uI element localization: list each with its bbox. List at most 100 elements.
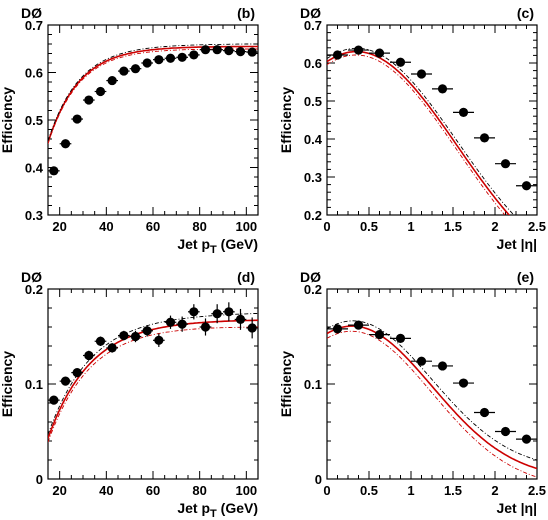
data-point: [474, 407, 495, 418]
data-marker: [142, 326, 152, 336]
data-point: [71, 368, 83, 378]
data-point: [348, 320, 369, 330]
data-marker: [95, 336, 106, 346]
x-tick-label: 40: [99, 483, 113, 498]
plot-frame: [326, 288, 538, 480]
panel-1: 0.2 0.3 0.4 0.5 0.6 0.7 0 0.5 1 1.5 2 2.5 DØ (c) Effic…: [278, 5, 546, 252]
x-tick-label: 1: [407, 483, 414, 498]
data-point: [411, 356, 432, 366]
y-tick-label: 0.7: [25, 18, 43, 33]
data-marker: [479, 407, 490, 418]
data-point: [223, 302, 235, 322]
y-tick-label: 0.4: [304, 132, 323, 147]
fit-curve: [48, 319, 258, 439]
x-tick-label: 60: [146, 219, 160, 234]
data-point: [153, 55, 165, 65]
x-axis-title: Jet pT (GeV): [177, 236, 258, 256]
data-point: [94, 336, 107, 346]
data-marker: [353, 320, 364, 330]
data-point: [369, 330, 390, 340]
data-point: [129, 330, 142, 343]
data-point: [223, 46, 235, 56]
data-point: [495, 426, 516, 437]
data-marker: [142, 58, 152, 68]
x-tick-label: 60: [146, 483, 160, 498]
x-tick-label: 2.5: [528, 483, 546, 498]
data-marker: [521, 181, 532, 191]
panel-0: 0.3 0.4 0.5 0.6 0.7 20 40 60 80 100 DØ (b) Efficienc…: [0, 5, 259, 256]
data-point: [516, 181, 537, 191]
data-marker: [224, 46, 234, 56]
data-point: [453, 107, 474, 117]
x-tick-label: 40: [99, 219, 113, 234]
data-point: [94, 86, 107, 97]
x-tick-label: 2.5: [528, 219, 546, 234]
data-marker: [107, 343, 117, 353]
data-point: [48, 166, 60, 176]
x-tick-label: 100: [235, 219, 257, 234]
x-tick-label: 0: [323, 483, 330, 498]
data-marker: [72, 368, 82, 378]
data-point: [106, 75, 118, 86]
data-marker: [49, 166, 59, 176]
data-marker: [212, 45, 222, 55]
data-marker: [177, 319, 187, 329]
data-point: [211, 45, 223, 55]
x-tick-label: 20: [52, 219, 66, 234]
data-marker: [437, 361, 448, 371]
data-point: [432, 361, 453, 371]
data-marker: [374, 48, 385, 58]
data-marker: [200, 45, 211, 55]
y-tick-label: 0: [315, 472, 322, 487]
data-point: [59, 376, 72, 386]
data-point: [348, 45, 369, 55]
fit-band-lower: [327, 330, 537, 478]
y-axis-title: Efficiency: [0, 87, 15, 153]
data-point: [453, 378, 474, 388]
y-tick-label: 0.7: [304, 18, 322, 33]
data-point: [176, 52, 188, 62]
x-tick-label: 20: [52, 483, 66, 498]
y-axis-title: Efficiency: [278, 351, 294, 417]
data-marker: [95, 86, 106, 97]
data-marker: [177, 52, 187, 62]
panel-2: 0 0.1 0.2 20 40 60 80 100 DØ (d) Efficiency Jet pT …: [0, 269, 259, 520]
x-tick-label: 2: [491, 219, 498, 234]
data-marker: [189, 307, 199, 317]
data-marker: [130, 331, 141, 342]
data-marker: [235, 47, 246, 57]
y-tick-label: 0.2: [304, 282, 322, 297]
data-marker: [416, 356, 427, 366]
y-tick-label: 0.3: [304, 170, 322, 185]
x-tick-label: 80: [192, 483, 206, 498]
data-marker: [49, 395, 59, 405]
data-marker: [247, 323, 257, 333]
data-marker: [235, 314, 246, 324]
data-point: [176, 316, 188, 332]
x-tick-label: 1.5: [444, 219, 462, 234]
data-point: [495, 159, 516, 169]
fit-band-lower: [48, 326, 258, 443]
data-marker: [154, 55, 164, 65]
y-tick-label: 0.5: [304, 94, 322, 109]
y-tick-label: 0.1: [304, 377, 322, 392]
x-tick-label: 0.5: [360, 483, 378, 498]
data-marker: [60, 376, 71, 386]
data-marker: [416, 69, 427, 79]
fit-band-upper: [48, 43, 258, 142]
data-point: [141, 325, 153, 337]
data-marker: [458, 107, 469, 117]
data-marker: [84, 350, 94, 361]
y-tick-label: 0.5: [25, 113, 43, 128]
experiment-label: DØ: [21, 269, 42, 285]
data-marker: [60, 139, 71, 149]
y-tick-label: 0.3: [25, 208, 43, 223]
x-tick-label: 1.5: [444, 483, 462, 498]
data-marker: [353, 45, 364, 55]
data-marker: [189, 50, 199, 60]
fit-band-lower: [327, 54, 506, 215]
data-point: [234, 308, 247, 330]
data-marker: [332, 50, 343, 60]
x-tick-label: 0: [323, 219, 330, 234]
data-point: [211, 304, 223, 324]
